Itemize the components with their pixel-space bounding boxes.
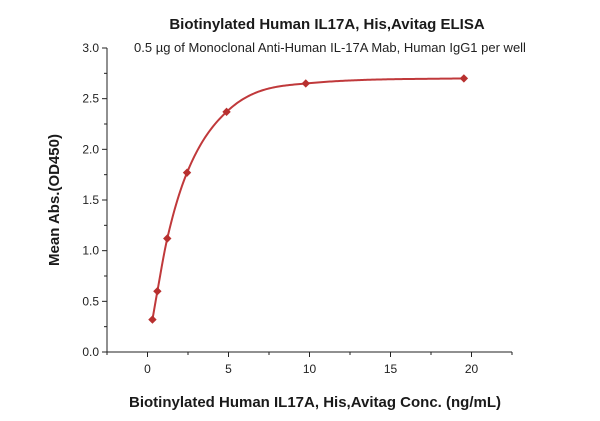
y-tick-label: 1.5 [82,193,99,207]
y-axis-ticks: 0.0 0.5 1.0 1.5 2.0 2.5 3.0 [82,41,107,359]
data-point [153,287,162,296]
data-point [459,74,469,83]
x-tick-label: 5 [225,362,232,376]
x-tick-label: 10 [303,362,317,376]
y-tick-label: 2.5 [82,92,99,106]
fit-curve [151,77,464,320]
y-tick-label: 0.0 [82,345,99,359]
data-point [222,107,231,117]
x-tick-label: 0 [144,362,151,376]
data-point [301,79,310,88]
x-tick-label: 20 [465,362,479,376]
chart-title: Biotinylated Human IL17A, His,Avitag ELI… [169,16,484,33]
y-tick-label: 1.0 [82,244,99,258]
data-point [182,168,192,177]
y-tick-label: 0.5 [82,294,99,308]
data-points [148,74,469,324]
plot-area [106,48,512,353]
chart-subtitle: 0.5 µg of Monoclonal Anti-Human IL-17A M… [134,40,526,55]
y-tick-label: 2.0 [82,142,99,156]
data-point [148,315,157,324]
y-axis-label: Mean Abs.(OD450) [46,134,63,266]
y-tick-label: 3.0 [82,41,99,55]
data-point [163,234,172,243]
x-axis-label: Biotinylated Human IL17A, His,Avitag Con… [129,394,501,411]
x-tick-label: 15 [384,362,398,376]
x-axis-ticks: 0 5 10 15 20 [106,352,513,376]
